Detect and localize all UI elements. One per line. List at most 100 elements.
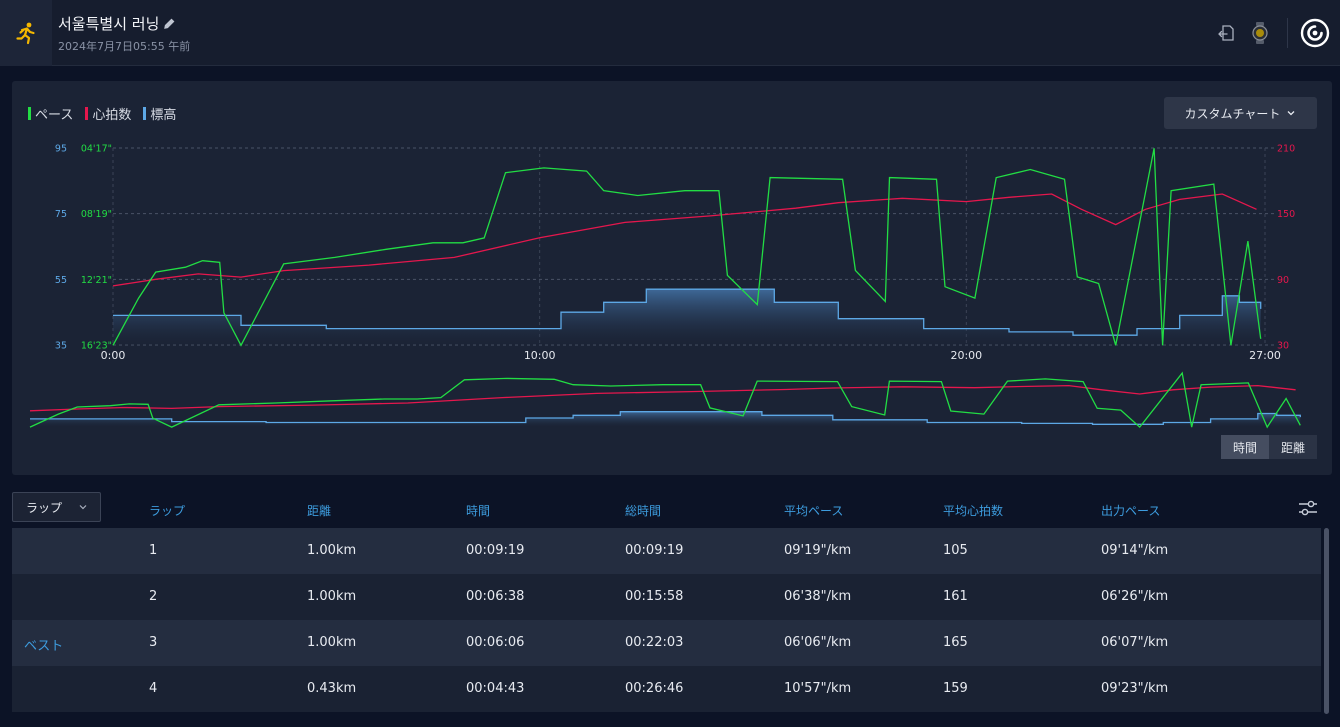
overview-heart-rate-group — [29, 384, 1296, 412]
cell-time: 00:06:38 — [466, 589, 525, 604]
custom-chart-button[interactable]: カスタムチャート — [1164, 97, 1317, 129]
cell-avg-hr: 105 — [943, 543, 968, 558]
cell-lap: 3 — [149, 635, 158, 650]
overview-elevation-area — [30, 411, 1301, 427]
x-tick-label: 27:00 — [1249, 349, 1281, 362]
table-row[interactable]: ベスト 3 1.00km 00:06:06 00:22:03 06'06"/km… — [12, 620, 1321, 666]
cell-total-time: 00:22:03 — [625, 635, 684, 650]
x-tick-label: 0:00 — [101, 349, 126, 362]
legend-label-pace: ペース — [35, 108, 74, 123]
cell-time: 00:04:43 — [466, 681, 525, 696]
cell-avg-hr: 159 — [943, 681, 968, 696]
activity-title-text: 서울특별시 러닝 — [58, 15, 160, 33]
heart-rate-tick-label: 90 — [1277, 275, 1289, 286]
cell-lap: 1 — [149, 543, 158, 558]
cell-output-pace: 09'14"/km — [1101, 543, 1169, 558]
elevation-tick-label: 75 — [55, 209, 67, 220]
col-header-avg-hr[interactable]: 平均心拍数 — [943, 504, 1004, 518]
cell-time: 00:09:19 — [466, 543, 525, 558]
elevation-line — [113, 288, 1262, 336]
best-lap-badge: ベスト — [24, 639, 64, 654]
table-scrollbar[interactable] — [1324, 528, 1329, 714]
cell-output-pace: 06'26"/km — [1101, 589, 1169, 604]
cell-avg-pace: 10'57"/km — [784, 681, 852, 696]
col-header-total-time[interactable]: 総時間 — [625, 504, 662, 518]
chart-legend: ペース 心拍数 標高 — [28, 104, 176, 123]
column-settings-icon[interactable] — [1297, 499, 1319, 517]
cell-total-time: 00:15:58 — [625, 589, 684, 604]
cell-distance: 1.00km — [307, 589, 357, 604]
legend-label-heart-rate: 心拍数 — [92, 108, 132, 123]
heart-rate-tick-label: 30 — [1277, 341, 1289, 352]
overview-heart-rate-line — [29, 384, 1296, 412]
legend-swatch-elevation — [143, 107, 147, 120]
toggle-time-button[interactable]: 時間 — [1221, 435, 1269, 459]
cell-output-pace: 06'07"/km — [1101, 635, 1169, 650]
export-icon — [1218, 25, 1234, 41]
brand-logo-button[interactable] — [1300, 18, 1330, 48]
col-header-avg-pace[interactable]: 平均ペース — [784, 504, 844, 518]
col-header-time[interactable]: 時間 — [466, 504, 491, 518]
cell-distance: 1.00km — [307, 543, 357, 558]
activity-title: 서울특별시 러닝 — [58, 13, 176, 34]
elevation-area — [113, 289, 1261, 345]
elevation-tick-label: 55 — [55, 275, 67, 286]
header-actions — [1211, 0, 1340, 66]
legend-swatch-pace — [28, 107, 31, 120]
col-header-distance[interactable]: 距離 — [307, 504, 332, 518]
cell-lap: 2 — [149, 589, 158, 604]
overview-elevation-group — [30, 411, 1301, 427]
cell-output-pace: 09'23"/km — [1101, 681, 1169, 696]
overview-pace-group — [29, 371, 1301, 429]
cell-lap: 4 — [149, 681, 158, 696]
pace-tick-label: 12'21" — [81, 275, 112, 286]
elevation-tick-label: 35 — [55, 341, 67, 352]
cell-total-time: 00:26:46 — [625, 681, 684, 696]
legend-label-elevation: 標高 — [150, 108, 177, 123]
legend-swatch-heart-rate — [85, 107, 89, 120]
pace-tick-label: 08'19" — [81, 209, 112, 220]
cell-avg-pace: 06'06"/km — [784, 635, 852, 650]
cell-avg-hr: 165 — [943, 635, 968, 650]
axis-mode-toggle: 時間 距離 — [1221, 435, 1317, 459]
activity-datetime: 2024年7月7日05:55 午前 — [58, 40, 191, 53]
heart-rate-tick-label: 150 — [1277, 209, 1295, 220]
heart-rate-tick-label: 210 — [1277, 144, 1295, 155]
cell-distance: 0.43km — [307, 681, 357, 696]
legend-item-heart-rate[interactable]: 心拍数 — [85, 104, 131, 123]
export-button[interactable] — [1211, 18, 1241, 48]
x-tick-label: 20:00 — [950, 349, 982, 362]
table-row[interactable]: 4 0.43km 00:04:43 00:26:46 10'57"/km 159… — [12, 666, 1321, 712]
cell-distance: 1.00km — [307, 635, 357, 650]
edit-pencil-icon[interactable] — [163, 17, 176, 30]
col-header-lap[interactable]: ラップ — [149, 504, 186, 518]
cell-time: 00:06:06 — [466, 635, 525, 650]
cell-avg-pace: 06'38"/km — [784, 589, 852, 604]
cell-avg-hr: 161 — [943, 589, 968, 604]
table-row[interactable]: 1 1.00km 00:09:19 00:09:19 09'19"/km 105… — [12, 528, 1321, 574]
overview-pace-line — [29, 371, 1301, 429]
laps-table-header: ラップ 距離 時間 総時間 平均ペース 平均心拍数 出力ペース — [0, 501, 1340, 519]
custom-chart-label: カスタムチャート — [1184, 106, 1281, 121]
sport-icon-box — [0, 0, 52, 66]
overview-elevation-line — [30, 411, 1301, 425]
pace-line — [112, 148, 1262, 347]
pace-tick-label: 16'23" — [81, 341, 112, 352]
toggle-distance-button[interactable]: 距離 — [1269, 435, 1317, 459]
running-icon — [16, 22, 35, 45]
elevation-tick-label: 95 — [55, 144, 67, 155]
legend-item-pace[interactable]: ペース — [28, 104, 73, 123]
pace-tick-label: 04'17" — [81, 144, 112, 155]
col-header-output-pace[interactable]: 出力ペース — [1101, 504, 1161, 518]
watch-button[interactable] — [1245, 18, 1275, 48]
watch-icon — [1252, 22, 1268, 44]
header-bar: 서울특별시 러닝 2024年7月7日05:55 午前 — [0, 0, 1340, 66]
heart-rate-line — [112, 193, 1257, 287]
header-divider — [1287, 18, 1288, 48]
activity-chart[interactable]: 95 75 55 35 04'17" 08'19" 12'21" 16'23" 210 150 90… — [12, 81, 1332, 475]
x-tick-label: 10:00 — [524, 349, 556, 362]
legend-item-elevation[interactable]: 標高 — [143, 104, 176, 123]
chart-card: ペース 心拍数 標高 カスタムチャート — [12, 81, 1332, 475]
table-row[interactable]: 2 1.00km 00:06:38 00:15:58 06'38"/km 161… — [12, 574, 1321, 620]
lap-type-select[interactable]: ラップ — [12, 492, 101, 522]
